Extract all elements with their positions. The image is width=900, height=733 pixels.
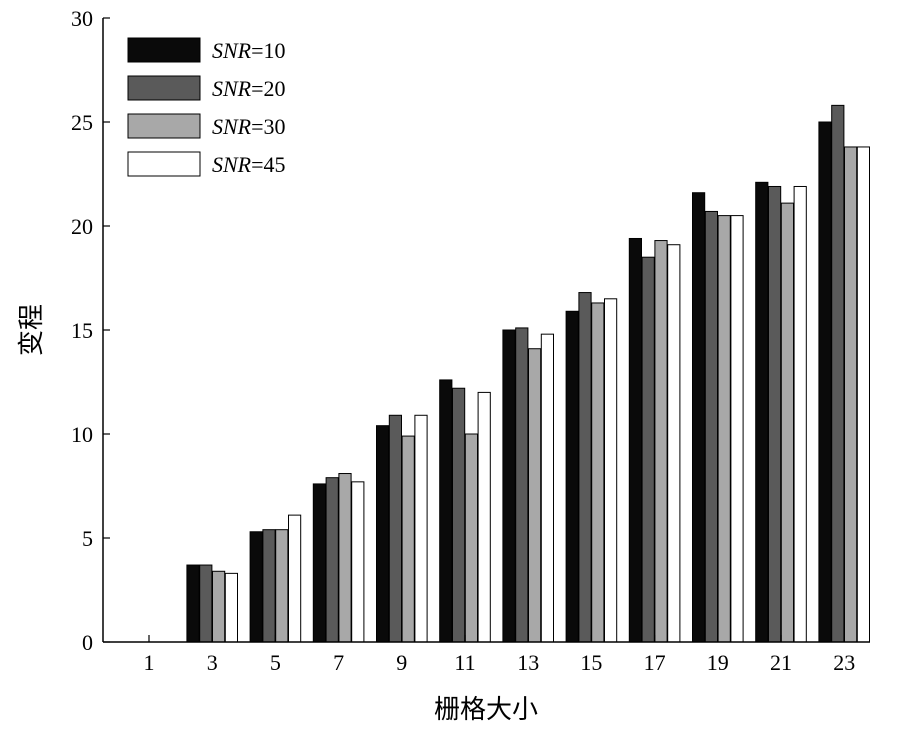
- bar-1-7: [312, 483, 326, 643]
- x-tick-label: 1: [144, 650, 155, 675]
- bar-2-17: [641, 256, 655, 643]
- y-tick-label: 15: [71, 318, 93, 343]
- bar-4-11: [477, 391, 491, 643]
- y-tick-label: 0: [82, 630, 93, 655]
- bar-4-9: [414, 414, 428, 643]
- x-tick-label: 15: [580, 650, 602, 675]
- bar-1-23: [818, 121, 832, 643]
- legend-label: SNR=10: [212, 38, 286, 63]
- bar-4-7: [351, 481, 365, 643]
- bar-1-9: [376, 425, 390, 643]
- bars-layer: [186, 104, 870, 643]
- bar-3-7: [338, 473, 352, 643]
- legend-label: SNR=20: [212, 76, 286, 101]
- y-ticks: 0 5 10 15 20 25 30: [71, 6, 110, 655]
- bar-2-5: [262, 529, 276, 643]
- bar-1-13: [502, 329, 516, 643]
- bar-4-17: [667, 244, 681, 643]
- x-tick-label: 17: [644, 650, 666, 675]
- bar-1-15: [565, 310, 579, 643]
- x-ticks: 1 3 5 7 9 11 13 15 17 19 21 23: [144, 635, 855, 675]
- bar-3-13: [528, 348, 542, 643]
- x-tick-label: 11: [454, 650, 475, 675]
- legend-swatch: [127, 151, 201, 177]
- bar-2-19: [704, 210, 718, 643]
- x-tick-label: 7: [333, 650, 344, 675]
- bar-1-19: [692, 192, 706, 643]
- bar-1-11: [439, 379, 453, 643]
- x-tick-label: 5: [270, 650, 281, 675]
- bar-3-15: [591, 302, 605, 643]
- bar-3-21: [780, 202, 794, 643]
- y-axis-title: 变程: [17, 304, 47, 356]
- bar-3-19: [717, 215, 731, 643]
- bar-4-21: [793, 185, 807, 643]
- bar-2-15: [578, 292, 592, 643]
- bar-3-5: [275, 529, 289, 643]
- legend-swatch: [127, 75, 201, 101]
- bar-4-23: [856, 146, 870, 643]
- bar-2-11: [452, 387, 466, 643]
- bar-1-17: [628, 237, 642, 643]
- bar-2-23: [831, 104, 845, 643]
- bar-2-9: [388, 414, 402, 643]
- bar-2-21: [768, 185, 782, 643]
- legend: SNR=10 SNR=20 SNR=30 SNR=45: [127, 37, 286, 177]
- legend-swatch: [127, 37, 201, 63]
- bar-3-3: [212, 570, 226, 643]
- bar-4-5: [288, 514, 302, 643]
- bar-4-3: [224, 572, 239, 643]
- bar-3-11: [464, 433, 478, 643]
- y-tick-label: 10: [71, 422, 93, 447]
- x-tick-label: 9: [396, 650, 407, 675]
- bar-4-13: [540, 333, 554, 643]
- bar-3-23: [844, 146, 858, 643]
- bar-3-17: [654, 240, 668, 643]
- bar-1-5: [249, 531, 263, 643]
- x-tick-label: 13: [517, 650, 539, 675]
- x-axis-title: 栅格大小: [434, 695, 538, 725]
- bar-2-7: [325, 477, 339, 643]
- legend-label: SNR=30: [212, 114, 286, 139]
- legend-swatch: [127, 113, 201, 139]
- y-tick-label: 5: [82, 526, 93, 551]
- bar-3-9: [401, 435, 415, 643]
- y-tick-label: 25: [71, 110, 93, 135]
- bar-4-15: [604, 298, 618, 643]
- bar-2-13: [515, 327, 529, 643]
- bar-4-19: [730, 215, 744, 643]
- y-tick-label: 20: [71, 214, 93, 239]
- legend-label: SNR=45: [212, 152, 286, 177]
- bar-1-3: [186, 564, 200, 643]
- x-tick-label: 21: [770, 650, 792, 675]
- x-tick-label: 23: [833, 650, 855, 675]
- x-tick-label: 19: [707, 650, 729, 675]
- bar-1-21: [755, 181, 769, 643]
- x-tick-label: 3: [207, 650, 218, 675]
- y-tick-label: 30: [71, 6, 93, 31]
- bar-2-3: [199, 564, 213, 643]
